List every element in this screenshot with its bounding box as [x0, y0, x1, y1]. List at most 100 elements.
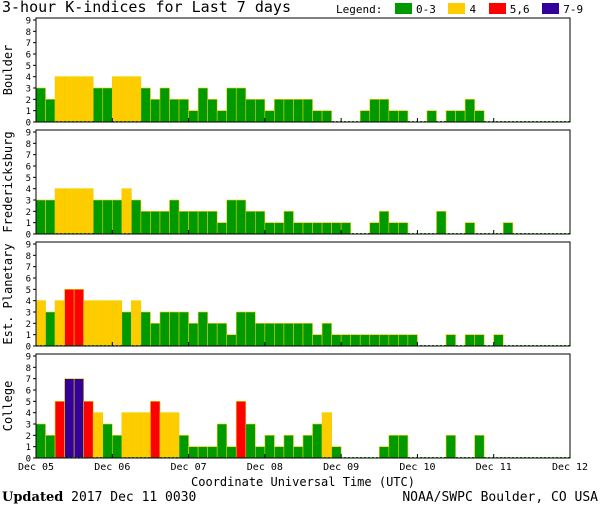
bar-0-45	[464, 99, 475, 123]
bar-3-0	[35, 423, 46, 459]
bar-1-23	[255, 211, 266, 235]
k-index-chart: 0123456789Boulder0123456789Fredericksbur…	[1, 17, 588, 490]
bar-2-0	[35, 300, 46, 347]
bar-3-26	[283, 435, 294, 459]
bar-1-36	[378, 211, 390, 235]
bar-3-23	[255, 446, 266, 459]
bar-2-29	[312, 334, 323, 347]
y-tick-label-0-0: 0	[26, 119, 31, 129]
bar-1-0	[35, 199, 46, 235]
bar-3-17	[197, 446, 208, 459]
bar-0-24	[264, 110, 275, 123]
x-tick-label-2: Dec 07	[171, 462, 207, 473]
panel-label-3: College	[1, 381, 15, 432]
bar-0-30	[321, 110, 332, 123]
bar-3-8	[111, 435, 123, 459]
bar-1-27	[293, 222, 304, 235]
bar-2-17	[197, 311, 208, 347]
bar-1-31	[331, 222, 342, 235]
bar-3-37	[388, 435, 399, 459]
bar-1-42	[436, 211, 447, 235]
y-tick-label-2-4: 4	[26, 297, 31, 307]
y-tick-label-2-1: 1	[26, 331, 31, 341]
y-tick-label-1-7: 7	[26, 151, 31, 161]
bar-1-35	[369, 222, 380, 235]
bar-1-49	[502, 222, 514, 235]
bar-2-43	[445, 334, 456, 347]
bar-3-1	[45, 435, 56, 459]
bar-2-39	[407, 334, 418, 347]
bar-0-5	[83, 76, 94, 123]
y-tick-label-0-5: 5	[26, 62, 31, 72]
y-tick-label-0-6: 6	[26, 51, 31, 61]
bar-1-20	[226, 199, 237, 235]
bar-3-6	[92, 412, 104, 459]
legend-item-active: 4	[448, 3, 476, 16]
y-tick-label-1-1: 1	[26, 219, 31, 229]
y-tick-label-1-6: 6	[26, 163, 31, 173]
panel-frame-2	[35, 241, 571, 347]
bar-2-32	[340, 334, 351, 347]
bar-3-38	[398, 435, 409, 459]
legend-item-quiet: 0-3	[394, 3, 436, 16]
bar-3-22	[245, 423, 256, 459]
bar-3-10	[131, 412, 142, 459]
bar-3-14	[169, 412, 180, 459]
bar-0-41	[426, 110, 437, 123]
bar-2-12	[150, 323, 161, 347]
y-tick-label-0-1: 1	[26, 107, 31, 117]
bar-1-38	[398, 222, 409, 235]
y-tick-label-3-0: 0	[26, 455, 31, 465]
bar-3-18	[207, 446, 218, 459]
y-tick-label-2-5: 5	[26, 286, 31, 296]
bar-3-9	[121, 412, 132, 459]
bar-1-17	[197, 211, 208, 235]
y-tick-label-3-6: 6	[26, 387, 31, 397]
bar-3-13	[159, 412, 170, 459]
bar-2-30	[321, 323, 332, 347]
bar-3-46	[474, 435, 485, 459]
bar-3-20	[226, 446, 237, 459]
bar-1-14	[169, 199, 180, 235]
bar-3-7	[102, 423, 113, 459]
bar-1-32	[340, 222, 351, 235]
x-tick-label-1: Dec 06	[94, 462, 130, 473]
bar-1-3	[64, 188, 75, 235]
x-tick-label-6: Dec 11	[476, 462, 512, 473]
bar-0-25	[274, 99, 285, 123]
bar-0-22	[245, 99, 256, 123]
bar-0-10	[131, 76, 142, 123]
bar-2-13	[159, 311, 170, 347]
bar-2-7	[102, 300, 113, 347]
bar-0-1	[45, 99, 56, 123]
bar-1-13	[159, 211, 170, 235]
bar-2-26	[283, 323, 294, 347]
bar-1-16	[188, 211, 199, 235]
bar-1-28	[302, 222, 313, 235]
x-tick-label-7: Dec 12	[552, 462, 588, 473]
bar-2-4	[73, 289, 84, 347]
y-tick-label-3-2: 2	[26, 432, 31, 442]
bar-0-17	[197, 87, 208, 123]
panel-frame-0	[35, 17, 571, 123]
updated-timestamp: Updated 2017 Dec 11 0030	[2, 490, 196, 505]
bar-1-24	[264, 222, 275, 235]
bar-3-19	[216, 423, 228, 459]
legend: Legend: 0-3 4 5,6 7-9	[336, 3, 589, 16]
y-tick-label-0-9: 9	[26, 17, 31, 27]
source-credit: NOAA/SWPC Boulder, CO USA	[402, 490, 598, 505]
bar-0-28	[302, 99, 313, 123]
legend-item-active-label: 4	[469, 3, 477, 16]
bar-3-15	[178, 435, 189, 459]
bar-2-2	[54, 300, 65, 347]
bar-2-27	[293, 323, 304, 347]
updated-label: Updated	[2, 490, 64, 505]
bar-1-2	[54, 188, 65, 235]
bar-3-43	[445, 435, 456, 459]
x-tick-label-0: Dec 05	[18, 462, 54, 473]
bar-3-2	[54, 401, 65, 459]
x-tick-label-4: Dec 09	[323, 462, 359, 473]
x-tick-label-3: Dec 08	[247, 462, 283, 473]
x-axis-label: Coordinate Universal Time (UTC)	[191, 475, 415, 489]
bar-3-30	[321, 412, 332, 459]
